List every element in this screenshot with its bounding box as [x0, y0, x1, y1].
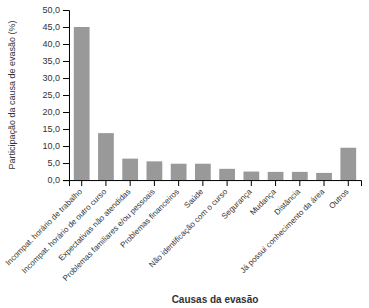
- y-tick-label: 40,0: [42, 39, 60, 49]
- x-tick-mark: [202, 180, 203, 186]
- bar: [340, 148, 356, 180]
- x-tick-mark: [251, 180, 252, 186]
- y-tick-label: 10,0: [42, 141, 60, 151]
- y-axis-line: [63, 11, 70, 181]
- y-tick-mark: [63, 146, 69, 147]
- y-tick: 0,0: [47, 175, 69, 185]
- x-tick-label: Não identificação com o curso: [147, 187, 230, 270]
- y-tick-mark: [63, 10, 69, 11]
- chart: 0,0 5,0 10,0 15,0 20,0 25,0 30,0 35,0 40,0 45,0 50…: [0, 0, 369, 308]
- y-tick-mark: [63, 78, 69, 79]
- x-tick-mark: [299, 180, 300, 186]
- y-tick-label: 5,0: [47, 158, 60, 168]
- y-tick: 45,0: [42, 22, 69, 32]
- x-tick-mark: [348, 180, 349, 186]
- bar: [147, 161, 163, 180]
- bar: [219, 169, 235, 180]
- x-tick-mark: [105, 180, 106, 186]
- bar: [74, 27, 90, 180]
- bar: [171, 164, 187, 180]
- y-tick-mark: [63, 163, 69, 164]
- x-axis-title: Causas da evasão: [172, 294, 259, 305]
- bar: [98, 133, 114, 180]
- x-tick-mark: [81, 180, 82, 186]
- x-tick: Outros: [327, 180, 350, 211]
- x-tick: Segurança: [220, 180, 254, 221]
- bar: [268, 172, 284, 180]
- bar: [316, 173, 332, 180]
- x-tick-label: Saúde: [182, 187, 205, 210]
- y-axis: 0,0 5,0 10,0 15,0 20,0 25,0 30,0 35,0 40,0 45,0 50…: [42, 5, 69, 185]
- y-tick: 35,0: [42, 56, 69, 66]
- bar: [292, 172, 308, 180]
- y-tick-label: 30,0: [42, 73, 60, 83]
- x-axis-line: [69, 181, 361, 187]
- y-tick-mark: [63, 112, 69, 113]
- y-tick-label: 45,0: [42, 22, 60, 32]
- y-tick-mark: [63, 180, 69, 181]
- y-tick: 25,0: [42, 90, 69, 100]
- x-tick-mark: [178, 180, 179, 186]
- x-axis: Incompat. horário de trabalhoIncompat. h…: [4, 180, 362, 283]
- y-tick: 50,0: [42, 5, 69, 15]
- y-tick-label: 50,0: [42, 5, 60, 15]
- y-tick-label: 15,0: [42, 124, 60, 134]
- y-tick: 10,0: [42, 141, 69, 151]
- y-tick-mark: [63, 27, 69, 28]
- y-tick: 30,0: [42, 73, 69, 83]
- x-tick: Não identificação com o curso: [147, 180, 230, 269]
- bar: [243, 172, 259, 181]
- y-tick-mark: [63, 44, 69, 45]
- x-tick: Já possui conhecimento da área: [238, 180, 326, 275]
- x-tick-label: Segurança: [220, 187, 254, 221]
- y-tick-label: 25,0: [42, 90, 60, 100]
- x-tick-label: Problemas familiares e/ou pessoais: [61, 187, 157, 283]
- x-tick-mark: [324, 180, 325, 186]
- x-tick-label: Já possui conhecimento da área: [238, 187, 326, 275]
- bars: [74, 27, 356, 180]
- y-tick: 20,0: [42, 107, 69, 117]
- x-tick-mark: [154, 180, 155, 186]
- y-tick-mark: [63, 61, 69, 62]
- y-tick: 40,0: [42, 39, 69, 49]
- x-tick-label: Outros: [327, 187, 350, 210]
- x-tick-mark: [227, 180, 228, 186]
- y-axis-title: Participação da causa de evasão (%): [7, 20, 17, 169]
- y-tick-label: 35,0: [42, 56, 60, 66]
- x-tick-label: Incompat. horário de outro curso: [20, 187, 109, 276]
- y-tick-label: 0,0: [47, 175, 60, 185]
- bar: [122, 159, 138, 180]
- y-tick-mark: [63, 129, 69, 130]
- x-tick: Saúde: [182, 180, 205, 210]
- x-tick-mark: [275, 180, 276, 186]
- x-tick-mark: [130, 180, 131, 186]
- y-tick-label: 20,0: [42, 107, 60, 117]
- y-tick-mark: [63, 95, 69, 96]
- y-tick: 5,0: [47, 158, 69, 168]
- bar: [195, 164, 211, 180]
- y-tick: 15,0: [42, 124, 69, 134]
